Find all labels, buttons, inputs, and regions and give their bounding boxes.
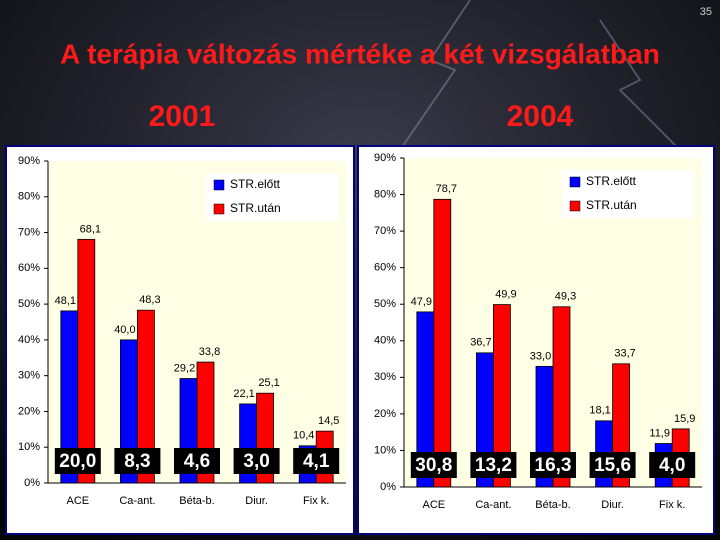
x-tick-label: Ca-ant. xyxy=(475,499,511,511)
legend-label: STR.előtt xyxy=(586,174,637,188)
difference-label: 3,0 xyxy=(243,451,269,472)
legend-box xyxy=(562,170,694,218)
y-tick-label: 20% xyxy=(18,405,40,417)
bar xyxy=(136,309,155,484)
difference-box xyxy=(649,452,696,478)
y-tick-label: 0% xyxy=(24,477,40,489)
value-label: 47,9 xyxy=(411,296,432,308)
y-tick-label: 30% xyxy=(18,370,40,382)
y-tick-label: 80% xyxy=(18,191,40,203)
x-tick-label: Diur. xyxy=(601,499,624,511)
x-tick-label: Béta-b. xyxy=(535,499,570,511)
difference-box xyxy=(530,452,576,478)
difference-label: 8,3 xyxy=(124,451,150,472)
value-label: 48,1 xyxy=(55,295,76,307)
value-label: 25,1 xyxy=(258,377,279,389)
bar xyxy=(77,238,96,484)
value-label: 40,0 xyxy=(114,324,135,336)
y-tick-label: 50% xyxy=(18,298,40,310)
legend-swatch xyxy=(213,203,225,215)
value-label: 29,2 xyxy=(174,362,195,374)
y-tick-label: 50% xyxy=(374,298,396,310)
y-tick-label: 60% xyxy=(18,262,40,274)
y-tick-label: 30% xyxy=(374,371,396,383)
y-tick-label: 80% xyxy=(374,188,396,200)
difference-label: 4,6 xyxy=(184,451,210,472)
difference-box xyxy=(174,448,220,474)
difference-label: 30,8 xyxy=(415,455,452,476)
value-label: 22,1 xyxy=(233,388,254,400)
y-tick-label: 20% xyxy=(374,408,396,420)
y-tick-label: 70% xyxy=(18,226,40,238)
legend-label: STR.után xyxy=(586,198,637,212)
x-tick-label: ACE xyxy=(422,499,445,511)
legend-label: STR.előtt xyxy=(230,177,281,191)
x-tick-label: Béta-b. xyxy=(179,495,214,507)
value-label: 15,9 xyxy=(674,413,695,425)
difference-box xyxy=(410,452,457,478)
y-tick-label: 40% xyxy=(374,335,396,347)
bar xyxy=(552,306,571,488)
chart-title: 2001 xyxy=(149,100,216,133)
difference-box xyxy=(589,452,636,478)
value-label: 33,7 xyxy=(614,348,635,360)
legend-box xyxy=(206,173,338,221)
value-label: 78,7 xyxy=(436,183,457,195)
difference-box xyxy=(233,448,280,474)
difference-label: 4,0 xyxy=(659,455,685,476)
value-label: 49,3 xyxy=(555,291,576,303)
difference-label: 16,3 xyxy=(535,455,572,476)
value-label: 10,4 xyxy=(293,430,314,442)
legend-swatch xyxy=(569,176,581,188)
x-tick-label: Ca-ant. xyxy=(119,495,155,507)
difference-label: 15,6 xyxy=(594,455,631,476)
y-tick-label: 10% xyxy=(18,441,40,453)
difference-label: 4,1 xyxy=(303,451,330,472)
chart-title: 2004 xyxy=(507,100,574,133)
y-tick-label: 10% xyxy=(374,444,396,456)
value-label: 36,7 xyxy=(470,337,491,349)
legend-label: STR.után xyxy=(230,201,281,215)
value-label: 14,5 xyxy=(318,415,339,427)
y-tick-label: 40% xyxy=(18,334,40,346)
page-number: 35 xyxy=(700,6,712,18)
x-tick-label: Fix k. xyxy=(659,499,685,511)
legend: STR.előtt STR.után xyxy=(562,170,694,218)
y-tick-label: 90% xyxy=(374,152,396,164)
bar xyxy=(492,304,511,488)
y-tick-label: 0% xyxy=(380,481,396,493)
legend-swatch xyxy=(213,179,225,191)
slide-title: A terápia változás mértéke a két vizsgál… xyxy=(60,38,660,69)
y-tick-label: 70% xyxy=(374,225,396,237)
value-label: 68,1 xyxy=(80,223,101,235)
difference-box xyxy=(114,448,161,474)
bar xyxy=(433,198,452,488)
legend: STR.előtt STR.után xyxy=(206,173,338,221)
y-tick-label: 60% xyxy=(374,262,396,274)
difference-box xyxy=(470,452,517,478)
difference-box xyxy=(293,448,340,474)
value-label: 48,3 xyxy=(139,294,160,306)
value-label: 18,1 xyxy=(589,405,610,417)
x-tick-label: Diur. xyxy=(245,495,268,507)
y-tick-label: 90% xyxy=(18,155,40,167)
x-tick-label: Fix k. xyxy=(303,495,329,507)
difference-label: 13,2 xyxy=(475,455,512,476)
difference-box xyxy=(54,448,101,474)
value-label: 11,9 xyxy=(649,427,670,439)
x-tick-label: ACE xyxy=(66,495,89,507)
value-label: 33,8 xyxy=(199,346,220,358)
difference-label: 20,0 xyxy=(59,451,96,472)
value-label: 49,9 xyxy=(495,288,516,300)
legend-swatch xyxy=(569,200,581,212)
lightning xyxy=(399,0,681,151)
value-label: 33,0 xyxy=(530,350,551,362)
